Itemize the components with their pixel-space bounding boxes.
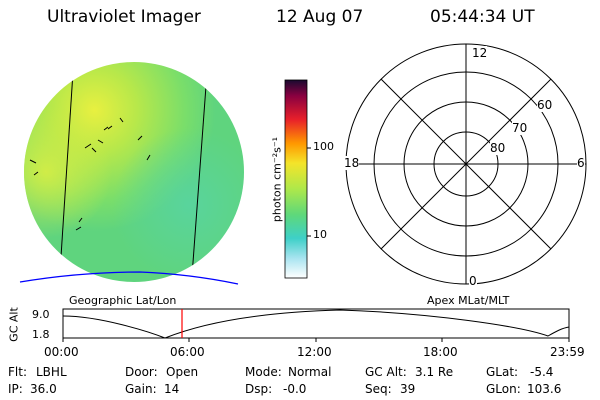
status-dsp-key: Dsp: (245, 382, 273, 396)
status-gcalt-key: GC Alt: (365, 365, 407, 379)
date-label: 12 Aug 07 (276, 7, 364, 27)
altitude-tick-high: 9.0 (32, 308, 50, 321)
status-seq-key: Seq: (365, 382, 392, 396)
time-tick-0600: 06:00 (170, 345, 205, 359)
mlt-label-18: 18 (344, 156, 360, 170)
geographic-label: Geographic Lat/Lon (69, 294, 177, 307)
mlt-label-0: 0 (469, 274, 477, 288)
status-gain-key: Gain: (125, 382, 157, 396)
altitude-tick-low: 1.8 (32, 328, 50, 341)
apex-label: Apex MLat/MLT (427, 294, 510, 307)
status-flt-value: LBHL (36, 365, 67, 379)
status-mode-value: Normal (288, 365, 332, 379)
status-ip-value: 36.0 (30, 382, 57, 396)
status-ip-key: IP: (8, 382, 23, 396)
instrument-title: Ultraviolet Imager (47, 7, 201, 27)
altitude-axis-label: GC Alt (7, 307, 21, 342)
status-dsp-value: -0.0 (283, 382, 307, 396)
mlt-label-6: 6 (577, 156, 585, 170)
status-door-key: Door: (125, 365, 158, 379)
lat-label-80: 80 (490, 141, 506, 155)
lat-label-60: 60 (537, 98, 553, 112)
status-mode-key: Mode: (245, 365, 282, 379)
colorbar-tick-100: 100 (313, 140, 334, 153)
time-tick-0000: 00:00 (44, 345, 79, 359)
lat-label-70: 70 (512, 121, 528, 135)
status-glon-key: GLon: (486, 382, 521, 396)
coastline (19, 271, 239, 285)
status-glat-key: GLat: (486, 365, 519, 379)
status-door-value: Open (166, 365, 199, 379)
mlt-label-12: 12 (472, 46, 488, 60)
time-tick-2359: 23:59 (550, 345, 585, 359)
colorbar (284, 79, 311, 279)
meridian-line (59, 71, 74, 273)
status-seq-value: 39 (400, 382, 416, 396)
time-label: 05:44:34 UT (430, 7, 535, 27)
status-gain-value: 14 (164, 382, 180, 396)
time-tick-1200: 12:00 (297, 345, 332, 359)
status-flt-key: Flt: (8, 365, 27, 379)
status-gcalt-value: 3.1 Re (415, 365, 454, 379)
time-tick-1800: 18:00 (423, 345, 458, 359)
status-glat-value: -5.4 (530, 365, 554, 379)
meridian-line (191, 85, 207, 277)
colorbar-tick-10: 10 (313, 228, 327, 241)
status-glon-value: 103.6 (527, 382, 562, 396)
